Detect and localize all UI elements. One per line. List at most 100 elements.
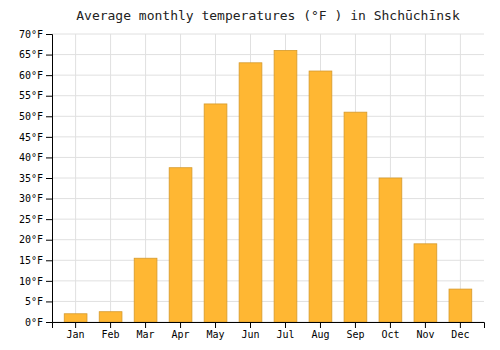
x-tick: Aug [311,322,329,340]
grid-line-y [52,95,484,96]
bar [64,314,87,322]
x-tick-mark [320,322,321,328]
x-tick: Sep [346,322,364,340]
y-tick-label: 15°F [19,255,43,266]
bar [99,312,122,322]
x-tick: Dec [451,322,469,340]
x-tick: Jul [276,322,294,340]
y-tick: 65°F [19,49,52,60]
bar [169,168,192,322]
y-tick: 45°F [19,132,52,143]
x-tick-mark [250,322,251,328]
y-tick-mark [46,96,52,97]
y-tick-label: 20°F [19,234,43,245]
x-tick: Feb [102,322,120,340]
x-tick-label: Dec [451,329,469,340]
x-tick-label: Nov [416,329,434,340]
grid-line-y [52,75,484,76]
x-tick-mark [215,322,216,328]
grid-line-y [52,116,484,117]
y-tick: 25°F [19,214,52,225]
x-tick-label: Jan [67,329,85,340]
bar [449,289,472,322]
y-tick-label: 70°F [19,29,43,40]
x-tick-label: Jul [276,329,294,340]
y-axis-line [46,35,53,323]
y-tick-label: 25°F [19,214,43,225]
bars [64,50,472,322]
y-tick: 5°F [25,296,52,307]
chart: Average monthly temperatures (°F ) in Sh… [0,0,500,350]
y-tick-mark [46,178,52,179]
x-tick-label: Mar [137,329,155,340]
x-tick: May [206,322,224,340]
x-tick: Jun [241,322,259,340]
grid-line-x [460,34,461,322]
y-tick-label: 35°F [19,173,43,184]
y-tick: 40°F [19,152,52,163]
x-tick-label: Oct [381,329,399,340]
y-tick-label: 50°F [19,111,43,122]
y-tick: 0°F [25,317,52,328]
x-tick-label: Feb [102,329,120,340]
bar [204,104,227,322]
y-axis: 0°F 5°F 10°F 15°F 20°F 25°F 30°F 35°F 40°F 45°F 50… [19,29,53,328]
y-tick-label: 30°F [19,193,43,204]
x-tick: Jan [67,322,85,340]
x-tick-mark [285,322,286,328]
y-tick: 60°F [19,70,52,81]
x-tick-mark [390,322,391,328]
y-tick: 15°F [19,255,52,266]
y-tick-mark [46,116,52,117]
bar [414,244,437,322]
y-tick-label: 60°F [19,70,43,81]
x-tick-mark [425,322,426,328]
grid-line-y [52,136,484,137]
grid [52,34,484,322]
y-tick-label: 5°F [25,296,43,307]
bar [344,112,367,322]
plot: 0°F 5°F 10°F 15°F 20°F 25°F 30°F 35°F 40°F 45°F 50… [19,29,485,340]
grid-line-x [75,34,76,322]
y-tick-label: 65°F [19,49,43,60]
bar [379,178,402,322]
y-tick-mark [46,240,52,241]
grid-line-y [52,219,484,220]
y-tick-label: 0°F [25,317,43,328]
x-tick-mark [75,322,76,328]
x-tick-label: May [206,329,224,340]
x-tick-mark [355,322,356,328]
y-tick: 70°F [19,29,52,40]
y-tick-mark [46,219,52,220]
grid-line-y [52,34,484,35]
y-tick-mark [46,281,52,282]
y-tick: 35°F [19,173,52,184]
x-tick: Mar [137,322,155,340]
grid-line-y [52,239,484,240]
y-tick-mark [46,301,52,302]
x-tick: Apr [172,322,190,340]
y-tick: 55°F [19,90,52,101]
x-tick: Nov [416,322,434,340]
title: Average monthly temperatures (°F ) in Sh… [76,8,460,23]
x-tick: Oct [381,322,399,340]
y-tick-label: 45°F [19,132,43,143]
y-tick-mark [46,322,52,323]
y-tick-mark [46,157,52,158]
grid-line-y [52,178,484,179]
x-tick-mark [180,322,181,328]
bar [274,50,297,322]
y-tick: 10°F [19,276,52,287]
y-tick-label: 55°F [19,90,43,101]
y-tick-mark [46,199,52,200]
x-tick-label: Aug [311,329,329,340]
y-tick-mark [46,137,52,138]
x-tick-label: Apr [172,329,190,340]
y-tick-label: 40°F [19,152,43,163]
x-axis-line [53,323,485,329]
grid-line-x [110,34,111,322]
x-tick-label: Jun [241,329,259,340]
grid-line-y [52,54,484,55]
y-tick: 30°F [19,193,52,204]
x-tick-mark [460,322,461,328]
